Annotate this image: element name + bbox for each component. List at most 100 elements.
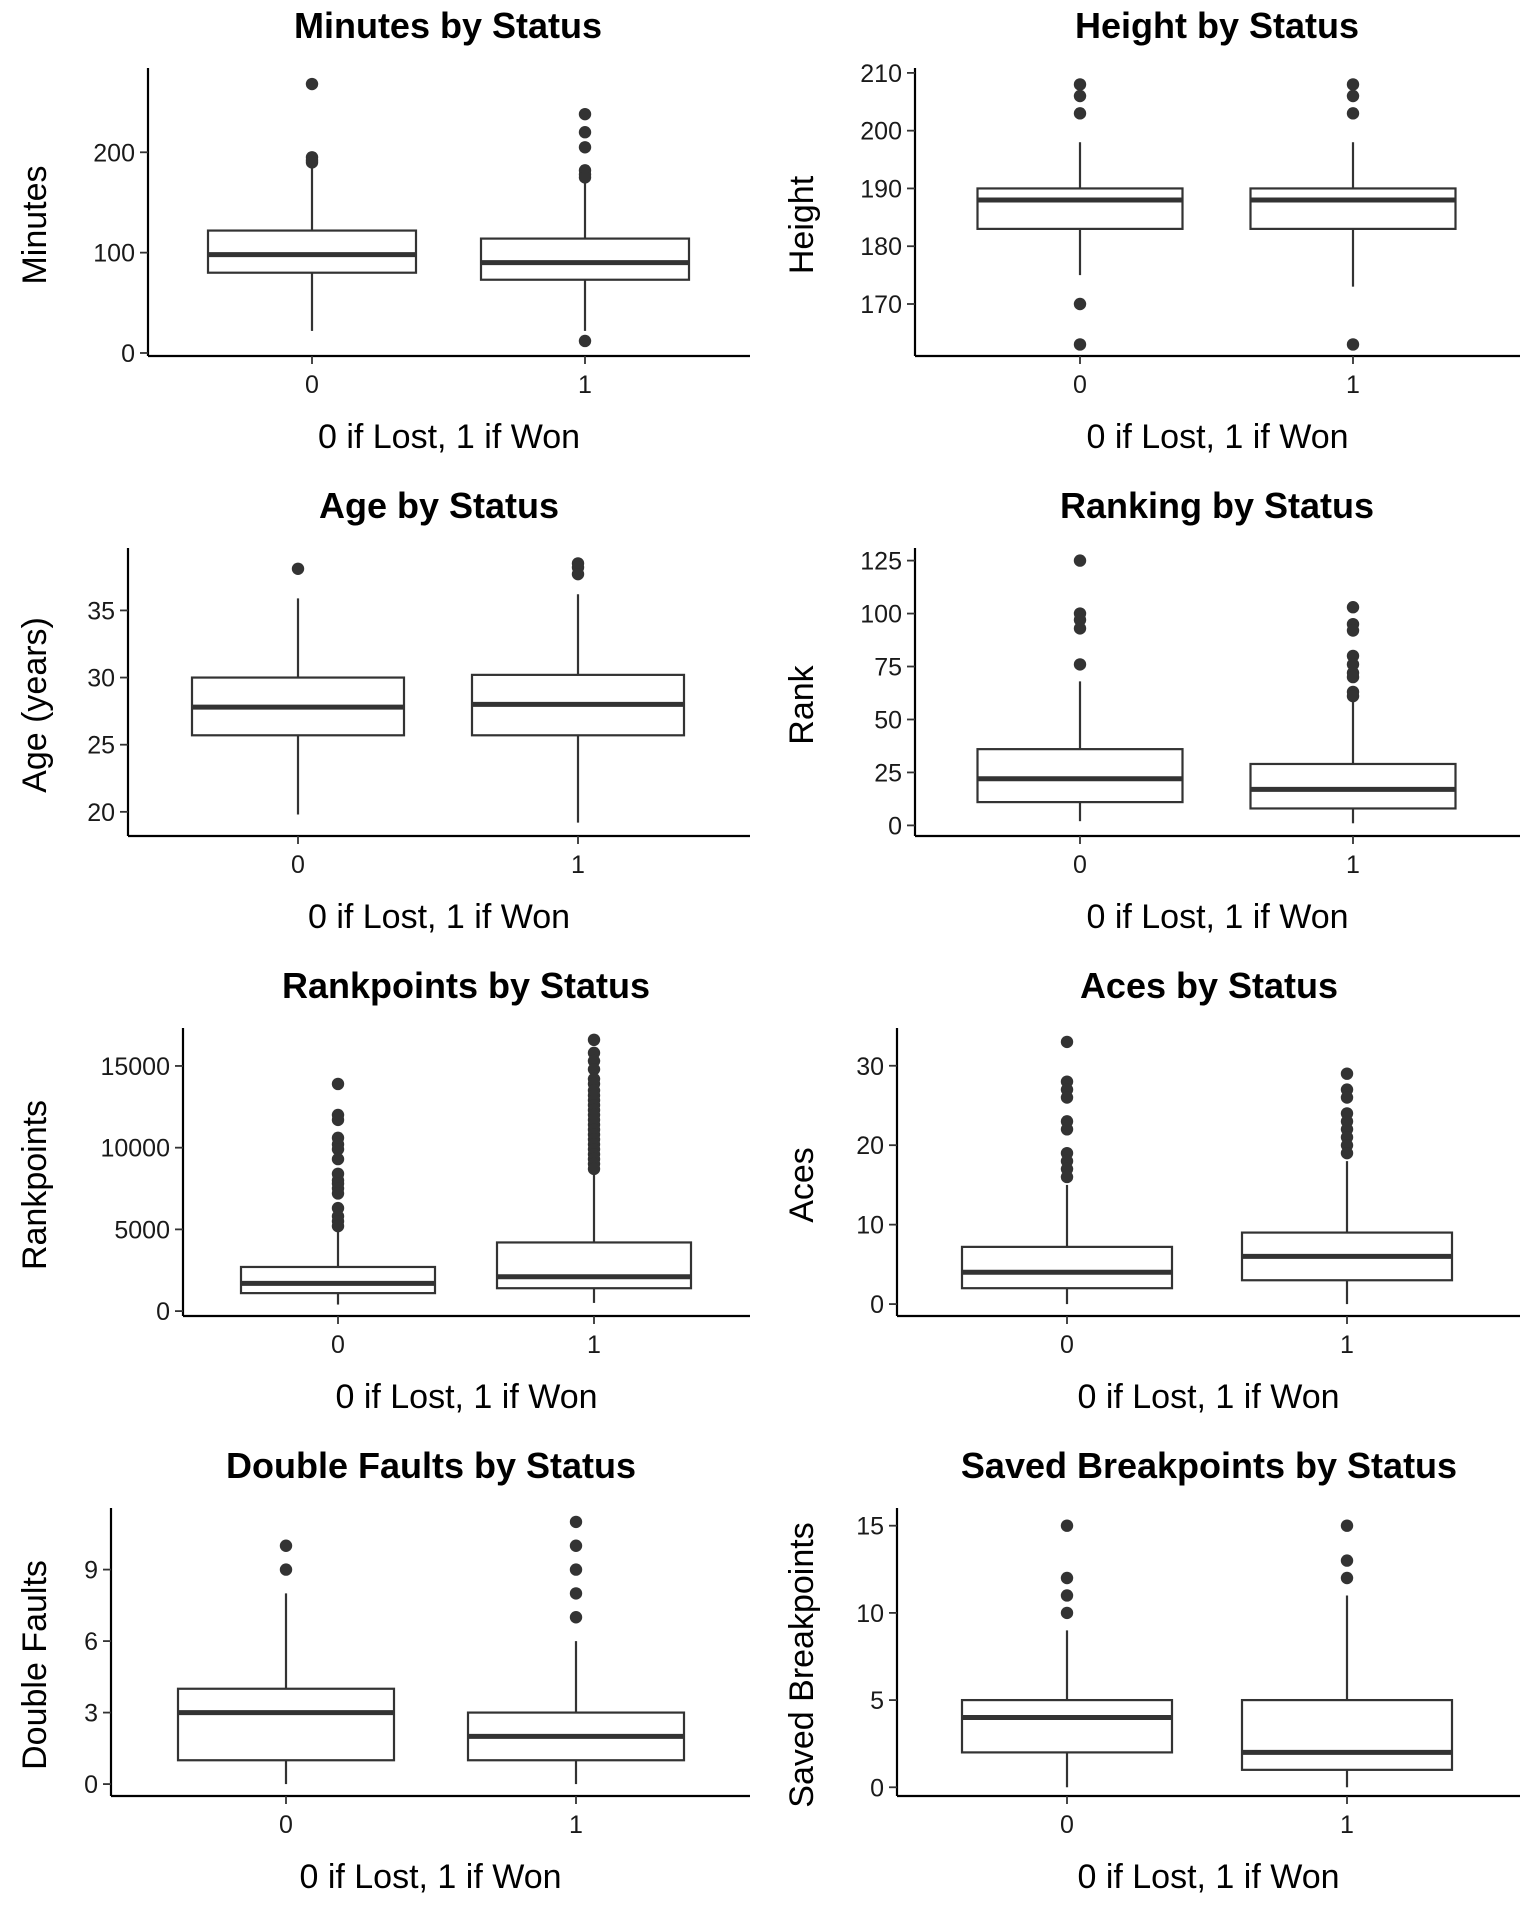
- outlier-point: [1340, 1091, 1354, 1104]
- y-tick-label: 6: [84, 1628, 98, 1656]
- outlier-point: [331, 1113, 345, 1127]
- x-tick-label: 0: [1060, 1811, 1074, 1839]
- outlier-point: [1346, 649, 1360, 663]
- outlier-point: [578, 334, 592, 348]
- outlier-point: [587, 1063, 601, 1076]
- outlier-point: [587, 1033, 601, 1047]
- chart-title: Minutes by Status: [294, 5, 602, 46]
- outlier-point: [305, 77, 319, 91]
- outlier-point: [1060, 1035, 1074, 1049]
- box-group: [1249, 601, 1457, 824]
- x-tick-label: 1: [578, 371, 592, 399]
- outlier-point: [1340, 1146, 1354, 1160]
- outlier-point: [331, 1219, 345, 1233]
- y-tick-label: 30: [856, 1053, 884, 1081]
- x-tick-label: 1: [569, 1811, 583, 1839]
- chart-title: Height by Status: [1075, 5, 1359, 46]
- y-tick-label: 170: [860, 291, 902, 319]
- outlier-point: [1340, 1067, 1354, 1080]
- outlier-point: [331, 1152, 345, 1166]
- box-group: [176, 1539, 396, 1785]
- outlier-point: [569, 1611, 583, 1624]
- y-tick-label: 25: [87, 732, 115, 760]
- y-axis-label: Rankpoints: [16, 1100, 54, 1270]
- iqr-box: [479, 237, 691, 281]
- iqr-box: [239, 1265, 437, 1295]
- chart-panel: Rankpoints by Status 0 5000 10000 15000 0 1 0 i…: [16, 965, 750, 1416]
- outlier-point: [569, 1563, 583, 1576]
- y-tick-label: 0: [888, 812, 902, 840]
- outlier-point: [1073, 658, 1087, 671]
- x-axis-label: 0 if Lost, 1 if Won: [299, 1858, 561, 1896]
- outlier-point: [279, 1539, 293, 1552]
- outlier-point: [1073, 338, 1087, 351]
- iqr-box: [1249, 762, 1457, 810]
- y-tick-label: 10: [856, 1212, 884, 1240]
- y-axis-label: Rank: [783, 664, 821, 744]
- y-axis-label: Minutes: [16, 165, 54, 284]
- y-tick-label: 100: [93, 240, 135, 268]
- box-group: [1240, 1519, 1454, 1788]
- outlier-point: [587, 1162, 601, 1176]
- box-group: [206, 77, 418, 331]
- chart-title: Rankpoints by Status: [282, 965, 650, 1006]
- box-group: [1240, 1067, 1454, 1305]
- y-tick-label: 0: [870, 1774, 884, 1802]
- y-tick-label: 0: [121, 340, 135, 368]
- outlier-point: [1340, 1571, 1354, 1585]
- outlier-point: [279, 1563, 293, 1576]
- chart-panel: Double Faults by Status 0 3 6 9 0 1 0 if Lost, …: [16, 1445, 750, 1896]
- y-tick-label: 125: [860, 548, 902, 576]
- x-tick-label: 0: [1073, 371, 1087, 399]
- outlier-point: [1346, 338, 1360, 351]
- box-group: [976, 78, 1184, 351]
- x-axis-label: 0 if Lost, 1 if Won: [308, 898, 570, 936]
- iqr-box: [176, 1687, 396, 1762]
- iqr-box: [206, 229, 418, 274]
- y-tick-label: 20: [856, 1132, 884, 1160]
- iqr-box: [976, 748, 1184, 804]
- chart-panel: Aces by Status 0 10 20 30 0 10 if Lost, 1 if W…: [783, 965, 1520, 1416]
- outlier-point: [571, 567, 585, 581]
- outlier-point: [578, 107, 592, 121]
- outlier-point: [1060, 1091, 1074, 1104]
- x-axis-label: 0 if Lost, 1 if Won: [1077, 1858, 1339, 1896]
- chart-panel: Age by Status 20 25 30 35 0 10 if Lost, 1 if W…: [16, 485, 750, 936]
- y-tick-label: 210: [860, 60, 902, 88]
- outlier-point: [1346, 107, 1360, 120]
- y-tick-label: 10000: [100, 1135, 170, 1163]
- y-tick-label: 15000: [100, 1053, 170, 1081]
- y-tick-label: 9: [84, 1557, 98, 1585]
- x-axis-label: 0 if Lost, 1 if Won: [335, 1378, 597, 1416]
- x-tick-label: 0: [279, 1811, 293, 1839]
- x-tick-label: 1: [1340, 1811, 1354, 1839]
- outlier-point: [1346, 89, 1360, 103]
- box-group: [190, 562, 406, 815]
- outlier-point: [1340, 1554, 1354, 1567]
- outlier-point: [331, 1077, 345, 1091]
- x-axis-label: 0 if Lost, 1 if Won: [318, 418, 580, 456]
- iqr-box: [976, 187, 1184, 230]
- outlier-point: [1346, 624, 1360, 637]
- x-tick-label: 1: [571, 851, 585, 879]
- chart-title: Ranking by Status: [1060, 485, 1374, 526]
- box-group: [960, 1519, 1174, 1788]
- box-group: [466, 1515, 686, 1785]
- y-tick-label: 200: [93, 139, 135, 167]
- y-tick-label: 0: [84, 1771, 98, 1799]
- y-tick-label: 0: [156, 1298, 170, 1326]
- y-tick-label: 200: [860, 118, 902, 146]
- outlier-point: [1073, 89, 1087, 103]
- x-tick-label: 1: [587, 1331, 601, 1359]
- iqr-box: [960, 1245, 1174, 1290]
- outlier-point: [1073, 554, 1087, 567]
- chart-panel: Saved Breakpoints by Status 0 5 10 15 0 10 if …: [783, 1445, 1520, 1896]
- outlier-point: [569, 1515, 583, 1529]
- y-tick-label: 25: [874, 759, 902, 787]
- outlier-point: [331, 1187, 345, 1200]
- x-tick-label: 0: [1073, 851, 1087, 879]
- x-tick-label: 0: [305, 371, 319, 399]
- box-group: [495, 1033, 693, 1303]
- chart-panel: Minutes by Status 0 100 200 0 1 0 if Lost, 1 i…: [16, 5, 750, 456]
